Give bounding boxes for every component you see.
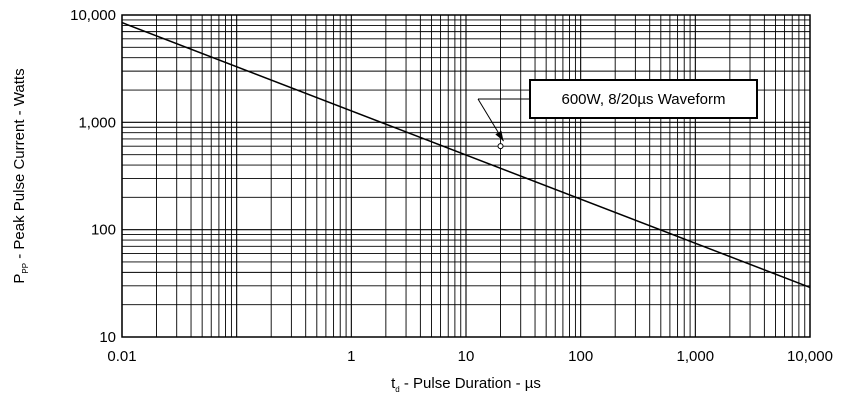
y-axis-label-main: P bbox=[11, 274, 28, 284]
x-tick-label: 1 bbox=[347, 348, 355, 365]
series-line bbox=[121, 21, 811, 289]
y-axis-label: PPP - Peak Pulse Current - Watts bbox=[11, 68, 30, 283]
x-tick-label: 10 bbox=[458, 348, 475, 365]
x-tick-label: 1,000 bbox=[677, 348, 715, 365]
x-axis-label: td - Pulse Duration - µs bbox=[391, 375, 541, 394]
annotation-arrowhead bbox=[495, 130, 504, 142]
y-tick-label: 10 bbox=[99, 329, 116, 346]
y-axis-label-sub: PP bbox=[21, 263, 30, 274]
y-tick-label: 100 bbox=[91, 222, 116, 239]
y-tick-label: 10,000 bbox=[70, 7, 116, 24]
data-point-marker bbox=[497, 143, 504, 150]
y-axis-label-rest: - Peak Pulse Current - Watts bbox=[11, 68, 28, 263]
x-axis-label-rest: - Pulse Duration - µs bbox=[400, 375, 541, 392]
x-tick-label: 10,000 bbox=[787, 348, 833, 365]
x-tick-label: 100 bbox=[568, 348, 593, 365]
x-axis-label-main: t bbox=[391, 375, 396, 392]
y-tick-label: 1,000 bbox=[78, 114, 116, 131]
annotation-box bbox=[529, 79, 758, 119]
tick-labels: 0.01 1 10 100 1,000 10,000 10 100 1,000 10,000 bbox=[70, 7, 833, 365]
annotation: 600W, 8/20µs Waveform bbox=[477, 79, 758, 142]
grid-lines bbox=[121, 15, 810, 338]
series-group bbox=[121, 21, 811, 289]
x-tick-label: 0.01 bbox=[107, 348, 136, 365]
plot-frame bbox=[121, 14, 811, 338]
annotation-text: 600W, 8/20µs Waveform bbox=[562, 91, 726, 108]
x-axis-label-sub: d bbox=[395, 385, 399, 394]
